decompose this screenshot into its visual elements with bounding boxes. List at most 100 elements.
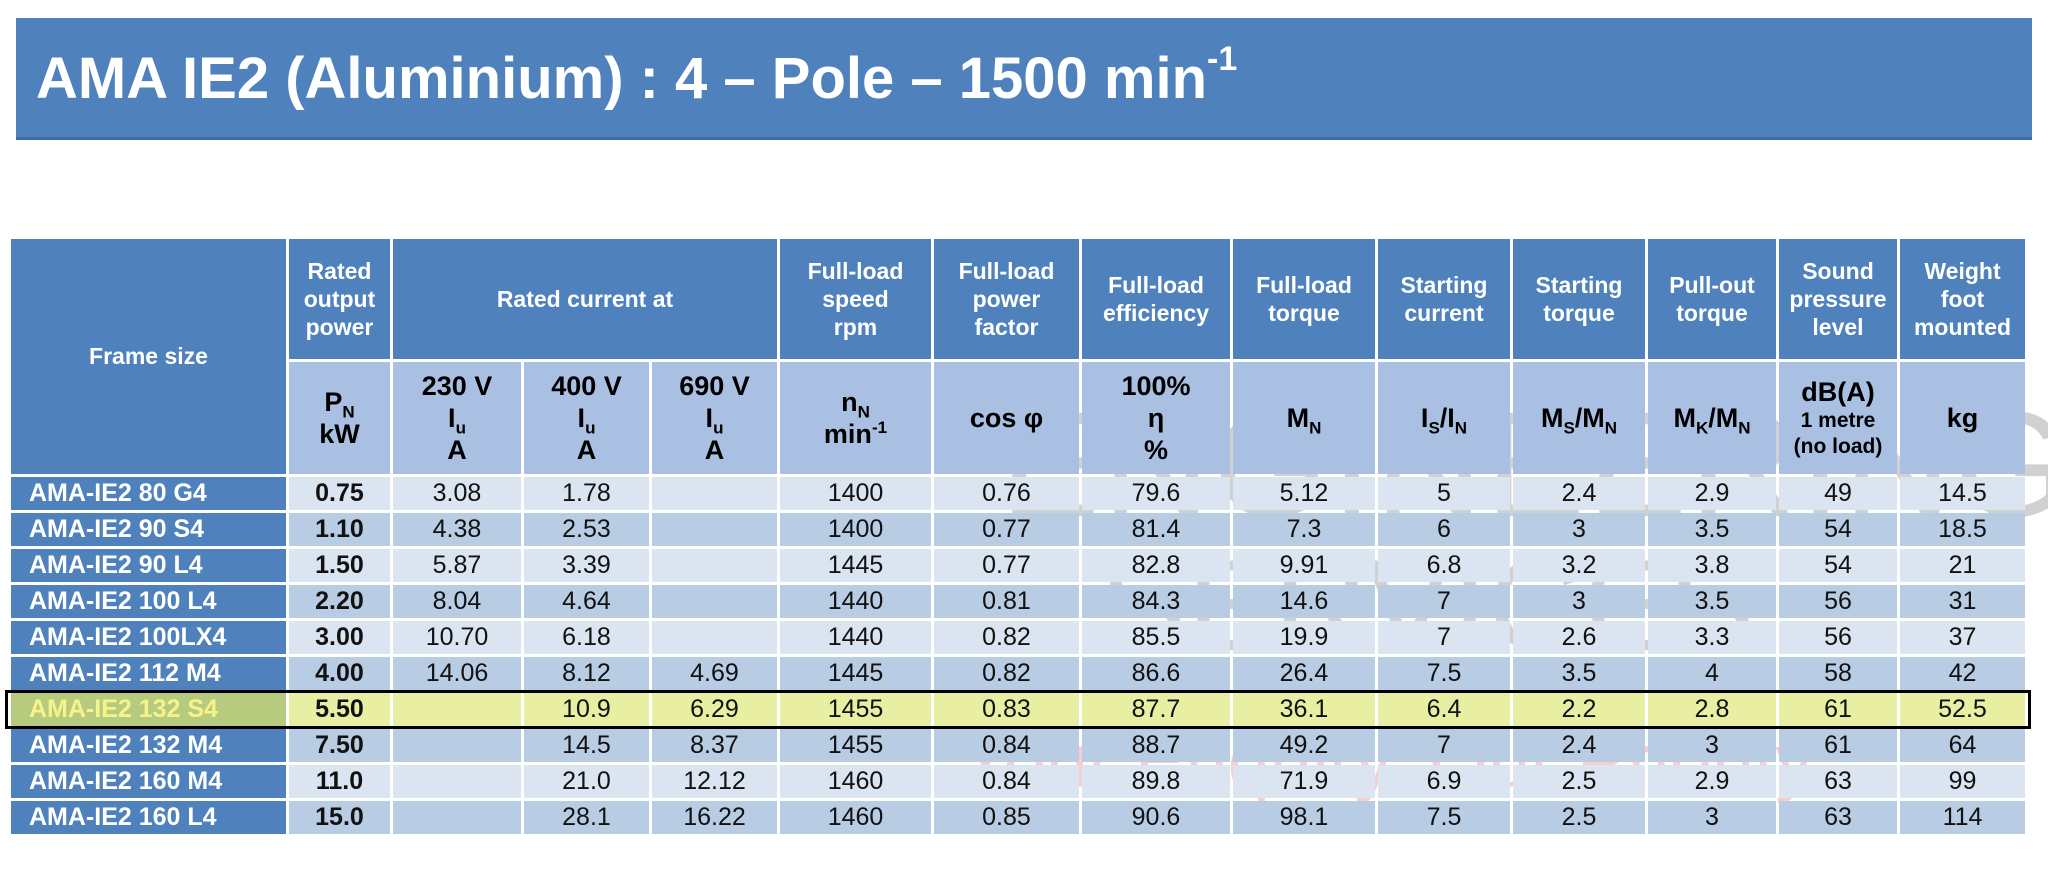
text-part: N: [1604, 418, 1618, 438]
cell: 2.9: [1648, 477, 1776, 510]
cell: 0.83: [934, 693, 1079, 726]
header-line: current: [1404, 300, 1484, 326]
text-part: u: [585, 418, 596, 438]
cell: 1460: [780, 801, 931, 834]
header-row: Frame size Rated output power Rated current …: [11, 239, 2025, 474]
header-line: pressure: [1789, 286, 1887, 312]
cell: 5.87: [393, 549, 521, 582]
cell: 2.20: [289, 585, 390, 618]
text-part: min: [823, 419, 872, 449]
unit-line: MK/MN: [1648, 402, 1776, 438]
text-part: /M: [1708, 403, 1739, 433]
unit-line: η: [1147, 403, 1165, 433]
unit-header: MK/MN: [1648, 362, 1776, 474]
text-part: N: [857, 402, 870, 422]
column-header: Weight foot mounted: [1900, 239, 2025, 359]
text-part: N: [342, 402, 355, 422]
cell: 4.69: [652, 657, 777, 690]
cell: [393, 693, 521, 726]
unit-line: %: [1143, 435, 1168, 465]
cell: 11.0: [289, 765, 390, 798]
cell: 61: [1779, 693, 1897, 726]
cell: 8.04: [393, 585, 521, 618]
cell: 5: [1378, 477, 1510, 510]
header-line: speed: [822, 286, 889, 312]
frame-size: AMA-IE2 100 L4: [11, 585, 286, 618]
column-header: Full-load speed rpm: [780, 239, 931, 359]
cell: 8.37: [652, 729, 777, 762]
text-part: K: [1695, 418, 1709, 438]
cell: 14.06: [393, 657, 521, 690]
cell: 88.7: [1082, 729, 1230, 762]
cell: 3: [1513, 585, 1645, 618]
unit-line: (no load): [1793, 435, 1883, 458]
cell: [652, 513, 777, 546]
unit-line: Iu: [524, 402, 649, 438]
header-line: foot: [1940, 286, 1985, 312]
text-part: n: [841, 387, 858, 417]
cell: 84.3: [1082, 585, 1230, 618]
cell: 3: [1513, 513, 1645, 546]
cell: 7.5: [1378, 657, 1510, 690]
cell: 0.84: [934, 765, 1079, 798]
column-header: Starting current: [1378, 239, 1510, 359]
cell: 12.12: [652, 765, 777, 798]
text-part: N: [1454, 418, 1468, 438]
unit-line: min-1: [780, 418, 931, 450]
unit-header: MS/MN: [1513, 362, 1645, 474]
header-line: Full-load: [1256, 272, 1352, 298]
cell: 87.7: [1082, 693, 1230, 726]
header-line: output: [303, 286, 376, 312]
frame-size: AMA-IE2 90 L4: [11, 549, 286, 582]
header-line: torque: [1543, 300, 1615, 326]
text-part: -1: [871, 418, 888, 437]
cell: 1400: [780, 513, 931, 546]
column-header: Starting torque: [1513, 239, 1645, 359]
data-row: AMA-IE2 112 M4 4.00 14.06 8.12 4.69 1445 0.82 8…: [11, 657, 2025, 690]
text-part: -1: [1207, 40, 1238, 78]
cell: 89.8: [1082, 765, 1230, 798]
header-line: Rated: [307, 258, 372, 284]
cell: 7.3: [1233, 513, 1375, 546]
text-part: /I: [1439, 403, 1455, 433]
text-part: u: [455, 418, 466, 438]
cell: 16.22: [652, 801, 777, 834]
frame-size: AMA-IE2 100LX4: [11, 621, 286, 654]
cell: 114: [1900, 801, 2025, 834]
cell: 3.39: [524, 549, 649, 582]
cell: 10.9: [524, 693, 649, 726]
unit-line: cos φ: [969, 403, 1044, 433]
cell: 3: [1648, 729, 1776, 762]
unit-line: A: [704, 435, 725, 465]
text-part: AMA IE2 (Aluminium) : 4 – Pole – 1500 mi…: [36, 46, 1208, 111]
cell: 7: [1378, 621, 1510, 654]
header-line: Starting: [1400, 272, 1488, 298]
cell: 19.9: [1233, 621, 1375, 654]
data-row: AMA-IE2 90 L4 1.50 5.87 3.39 1445 0.77 82.8 9.9…: [11, 549, 2025, 582]
unit-line: 100%: [1121, 371, 1191, 401]
column-header: Full-load power factor: [934, 239, 1079, 359]
unit-line: PN: [289, 386, 390, 422]
cell: 86.6: [1082, 657, 1230, 690]
cell: 3.2: [1513, 549, 1645, 582]
cell: 4.64: [524, 585, 649, 618]
cell: 1400: [780, 477, 931, 510]
cell: 54: [1779, 549, 1897, 582]
cell: 49: [1779, 477, 1897, 510]
cell: 1445: [780, 549, 931, 582]
cell: 42: [1900, 657, 2025, 690]
text-part: I: [577, 403, 586, 433]
unit-header: 400 V Iu A: [524, 362, 649, 474]
cell: 21.0: [524, 765, 649, 798]
cell: 90.6: [1082, 801, 1230, 834]
cell: 1455: [780, 693, 931, 726]
cell: 15.0: [289, 801, 390, 834]
column-header: Full-load efficiency: [1082, 239, 1230, 359]
cell: 1.10: [289, 513, 390, 546]
cell: 26.4: [1233, 657, 1375, 690]
cell: 10.70: [393, 621, 521, 654]
frame-size: AMA-IE2 132 S4: [11, 693, 286, 726]
cell: 28.1: [524, 801, 649, 834]
text-part: P: [324, 387, 343, 417]
